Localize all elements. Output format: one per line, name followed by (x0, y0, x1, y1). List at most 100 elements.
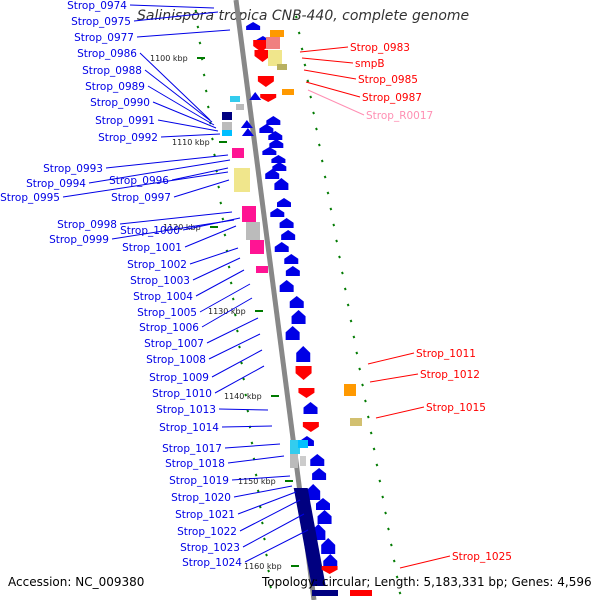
right-gene-label: Strop_1011 (416, 348, 476, 360)
outer-tick-dot (306, 79, 310, 83)
left-leader-line (192, 257, 241, 281)
feature-block (222, 112, 232, 120)
reverse-gene-block (350, 590, 372, 596)
forward-gene-arrow (259, 124, 274, 133)
left-leader-line (201, 297, 253, 328)
left-gene-label: Strop_1021 (175, 509, 235, 521)
right-leader-line (399, 555, 451, 569)
scale-tick-label: 1150 kbp (238, 477, 276, 486)
left-gene-label: Strop_0974 (67, 0, 127, 12)
left-leader-line (224, 443, 281, 449)
forward-gene-arrow (277, 198, 291, 207)
right-gene-label: Strop_0985 (358, 74, 418, 86)
left-gene-label: Strop_0989 (85, 81, 145, 93)
right-leader-line (367, 352, 415, 365)
left-gene-label: Strop_0993 (43, 163, 103, 175)
forward-gene-arrow (241, 128, 254, 136)
outer-tick-dot (335, 239, 339, 243)
forward-gene-arrow (269, 139, 284, 148)
inner-tick-dot (242, 377, 246, 381)
outer-tick-dot (343, 287, 347, 291)
left-leader-line (62, 171, 229, 198)
inner-tick-dot (244, 393, 248, 397)
left-leader-line (206, 317, 259, 344)
left-gene-label: Strop_1019 (169, 475, 229, 487)
outer-tick-dot (364, 399, 367, 403)
forward-gene-arrow (265, 169, 280, 179)
right-gene-label: smpB (355, 58, 385, 70)
forward-gene-arrow (279, 280, 294, 292)
dark-gene-block (293, 488, 326, 586)
scale-tick-label: 1120 kbp (163, 223, 201, 232)
map-title: Salinispora tropica CNB-440, complete ge… (137, 8, 470, 24)
outer-tick-dot (300, 47, 304, 51)
forward-gene-arrow (266, 116, 281, 125)
left-gene-label: Strop_1023 (180, 542, 240, 554)
left-gene-label: Strop_0992 (98, 132, 158, 144)
feature-block (232, 148, 244, 158)
forward-gene-arrow (312, 468, 327, 480)
inner-tick-dot (258, 505, 262, 509)
inner-tick-dot (231, 297, 235, 301)
inner-tick-dot (267, 569, 270, 573)
feature-block (230, 96, 240, 102)
left-leader-line (199, 283, 251, 313)
left-leader-line (244, 529, 309, 563)
outer-tick-dot (355, 351, 359, 355)
dark-gene-block (312, 590, 338, 596)
outer-tick-dot (312, 111, 315, 115)
outer-tick-dot (294, 15, 298, 19)
left-gene-label: Strop_0996 (109, 175, 169, 187)
left-gene-label: Strop_1003 (130, 275, 190, 287)
right-leader-line (375, 406, 425, 419)
right-leader-line (307, 89, 365, 116)
left-leader-line (208, 333, 261, 360)
feature-block (234, 168, 250, 192)
outer-tick-dot (384, 511, 387, 515)
outer-tick-dot (346, 303, 350, 307)
left-leader-line (218, 408, 269, 411)
outer-tick-dot (369, 431, 373, 435)
forward-gene-arrow (285, 266, 300, 276)
outer-tick-dot (389, 543, 393, 547)
feature-block (242, 206, 256, 222)
left-leader-line (211, 349, 263, 378)
forward-gene-arrow (285, 326, 300, 340)
inner-tick-dot (204, 89, 208, 93)
right-gene-label: Strop_0987 (362, 92, 422, 104)
reverse-gene-arrow (253, 40, 270, 52)
outer-tick-dot (329, 207, 333, 211)
left-leader-line (144, 69, 213, 123)
forward-gene-arrow (240, 120, 253, 128)
feature-block (290, 454, 298, 468)
left-gene-label: Strop_0990 (90, 97, 150, 109)
inner-tick-dot (211, 137, 214, 141)
left-gene-label: Strop_0988 (82, 65, 142, 77)
left-leader-line (184, 225, 237, 248)
feature-block (266, 37, 280, 49)
feature-block (268, 50, 282, 66)
left-gene-label: Strop_1022 (177, 526, 237, 538)
inner-tick-dot (217, 185, 221, 189)
left-gene-label: Strop_0995 (0, 192, 60, 204)
forward-gene-arrow (274, 242, 289, 252)
inner-tick-dot (221, 217, 225, 221)
forward-gene-arrow (321, 538, 336, 554)
outer-tick-dot (372, 447, 376, 451)
inner-tick-dot (240, 361, 243, 365)
forward-gene-arrow (284, 254, 299, 264)
right-gene-label: Strop_1012 (420, 369, 480, 381)
left-leader-line (119, 211, 233, 225)
topology-label: Topology: circular; Length: 5,183,331 bp… (262, 575, 592, 589)
feature-block (300, 456, 306, 466)
outer-tick-dot (340, 271, 344, 275)
left-leader-line (242, 513, 305, 548)
inner-tick-dot (219, 201, 223, 205)
inner-tick-dot (202, 73, 206, 77)
feature-block (236, 104, 244, 110)
outer-tick-dot (361, 383, 364, 387)
left-gene-label: Strop_1020 (171, 492, 231, 504)
left-leader-line (214, 365, 265, 394)
feature-block (344, 384, 356, 396)
